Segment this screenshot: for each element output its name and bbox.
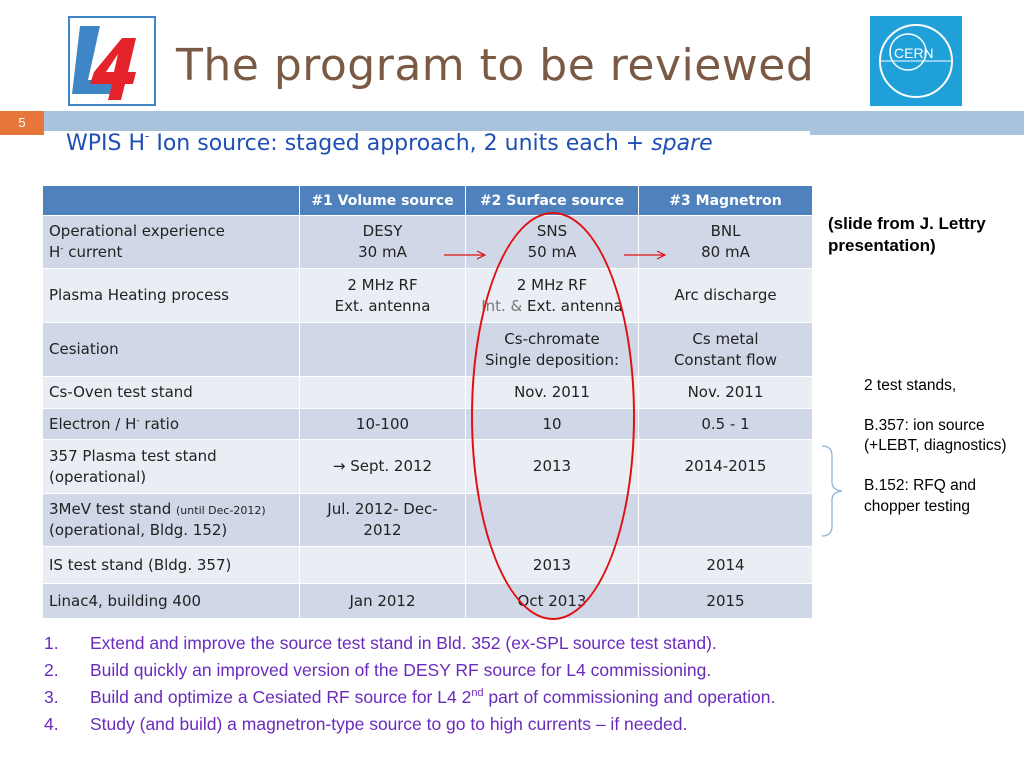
row-label: Electron / H- ratio [43,409,300,440]
subtitle-post: Ion source: staged approach, 2 units eac… [149,131,625,156]
table-row: Linac4, building 400 Jan 2012 Oct 2013 2… [43,584,813,619]
cell: 2013 [466,440,639,494]
test-stand-357: B.357: ion source (+LEBT, diagnostics) [864,416,1014,456]
cell: Oct 2013 [466,584,639,619]
cell: DESY 30 mA [300,216,466,269]
cell: Cs-chromate Single deposition: [466,323,639,377]
list-item: 4. Study (and build) a magnetron-type sou… [44,711,1019,738]
table-row: Electron / H- ratio 10-100 10 0.5 - 1 [43,409,813,440]
action-list: 1. Extend and improve the source test sta… [44,630,1019,738]
test-stands-count: 2 test stands, [864,376,1014,396]
test-stands-note: 2 test stands, B.357: ion source (+LEBT,… [864,376,1014,537]
cell [639,494,813,547]
test-stand-152: B.152: RFQ and chopper testing [864,476,1014,516]
row-label: Plasma Heating process [43,269,300,323]
cern-logo-graphic: CERN [870,16,962,106]
slide-source-note: (slide from J. Lettry presentation) [828,213,1008,258]
cell: 2013 [466,547,639,584]
cell: 2014-2015 [639,440,813,494]
row-label: 357 Plasma test stand (operational) [43,440,300,494]
cell: BNL 80 mA [639,216,813,269]
slide-number: 5 [0,111,44,135]
subtitle: WPIS H- Ion source: staged approach, 2 u… [66,131,713,156]
table-row: Cs-Oven test stand Nov. 2011 Nov. 2011 [43,377,813,409]
cell: Cs metal Constant flow [639,323,813,377]
row-label: Linac4, building 400 [43,584,300,619]
header-cell-volume: #1 Volume source [300,186,466,216]
header-cell-surface: #2 Surface source [466,186,639,216]
table-row: IS test stand (Bldg. 357) 2013 2014 [43,547,813,584]
cell: Nov. 2011 [466,377,639,409]
subtitle-italic: + spare [626,131,713,156]
slide-title: The program to be reviewed [176,40,814,91]
brace-icon [822,446,842,536]
cell: Nov. 2011 [639,377,813,409]
header-cell-empty [43,186,300,216]
cern-logo: CERN [870,16,962,106]
table-header-row: #1 Volume source #2 Surface source #3 Ma… [43,186,813,216]
cell: SNS 50 mA [466,216,639,269]
cell: 10-100 [300,409,466,440]
row-label: Cesiation [43,323,300,377]
cern-logo-text: CERN [894,45,934,61]
cell [300,377,466,409]
cell: Arc discharge [639,269,813,323]
cell: 10 [466,409,639,440]
table-row: 357 Plasma test stand (operational) → Sep… [43,440,813,494]
list-item: 2. Build quickly an improved version of t… [44,657,1019,684]
table-row: Cesiation Cs-chromate Single deposition: … [43,323,813,377]
list-item: 1. Extend and improve the source test sta… [44,630,1019,657]
cell [466,494,639,547]
l4-logo [68,16,156,106]
cell [300,323,466,377]
table-row: Plasma Heating process 2 MHz RF Ext. ante… [43,269,813,323]
subtitle-pre: WPIS H [66,131,145,156]
cell: 2 MHz RF Ext. antenna [300,269,466,323]
cell [300,547,466,584]
cell: 0.5 - 1 [639,409,813,440]
table-row: 3MeV test stand (until Dec-2012) (operati… [43,494,813,547]
row-label: Operational experience H- current [43,216,300,269]
cell: → Sept. 2012 [300,440,466,494]
l4-logo-graphic [70,18,154,104]
cell: Jan 2012 [300,584,466,619]
list-item: 3. Build and optimize a Cesiated RF sourc… [44,684,1019,711]
subtitle-sup: - [145,129,149,143]
cell: 2015 [639,584,813,619]
table-row: Operational experience H- current DESY 30 … [43,216,813,269]
row-label: IS test stand (Bldg. 357) [43,547,300,584]
cell: 2 MHz RF Int. & Ext. antenna [466,269,639,323]
row-label: 3MeV test stand (until Dec-2012) (operati… [43,494,300,547]
row-label: Cs-Oven test stand [43,377,300,409]
cell: 2014 [639,547,813,584]
program-table: #1 Volume source #2 Surface source #3 Ma… [42,185,813,619]
header-cell-magnetron: #3 Magnetron [639,186,813,216]
cell: Jul. 2012- Dec- 2012 [300,494,466,547]
